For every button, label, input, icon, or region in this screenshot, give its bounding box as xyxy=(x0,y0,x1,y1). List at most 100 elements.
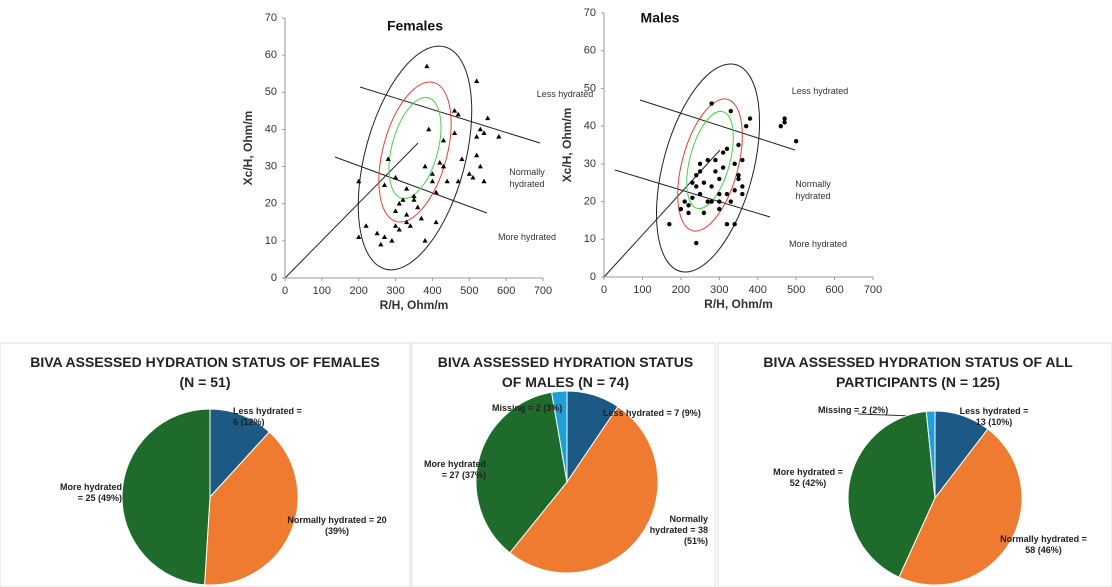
point xyxy=(466,171,472,176)
point xyxy=(720,150,726,155)
point xyxy=(701,210,707,216)
point xyxy=(404,186,410,191)
point xyxy=(433,189,439,195)
point xyxy=(422,163,428,169)
value-label: = 13 (10%) xyxy=(975,406,1029,427)
point xyxy=(694,172,699,178)
point xyxy=(374,230,380,236)
annotation: More hydrated xyxy=(497,232,557,242)
slice-name: More hydrated xyxy=(423,459,486,469)
point xyxy=(485,115,491,121)
point xyxy=(381,234,388,239)
point xyxy=(477,126,483,132)
point xyxy=(422,238,428,243)
point xyxy=(736,142,741,148)
ellipse-95 xyxy=(357,45,473,271)
point xyxy=(740,191,745,197)
y-tick-label: 40 xyxy=(584,120,596,132)
point xyxy=(474,152,480,158)
pie-label: More hydrated = 25 (49%) xyxy=(60,482,122,504)
point xyxy=(740,184,745,189)
chart-title: Males xyxy=(641,10,680,26)
point xyxy=(701,180,707,185)
panel xyxy=(0,342,411,587)
point xyxy=(451,108,458,113)
point xyxy=(415,204,421,210)
point xyxy=(396,200,402,206)
y-axis-title: Xc/H, Ohm/m xyxy=(560,108,574,183)
y-tick-label: 20 xyxy=(265,198,277,210)
point xyxy=(732,188,737,193)
point xyxy=(396,226,402,232)
point xyxy=(697,169,703,174)
point xyxy=(732,222,737,227)
point xyxy=(451,130,458,135)
point xyxy=(404,219,410,225)
pie-label: Less hydrated = 6 (12%) xyxy=(233,406,303,428)
y-tick-label: 0 xyxy=(590,271,596,283)
pie-label: Less hydrated = 13 (10%) xyxy=(958,406,1030,428)
value-label: = 25 (49%) xyxy=(77,493,122,503)
value-label: = 2 (3%) xyxy=(528,403,563,413)
point xyxy=(455,178,461,184)
point xyxy=(709,184,714,189)
pie-label: Normally hydrated = 58 (46%) xyxy=(996,534,1091,556)
pie-label: Less hydrated = 7 (9%) xyxy=(603,408,713,419)
point xyxy=(459,156,465,161)
pie-label: Missing = 2 (3%) xyxy=(492,403,582,414)
point xyxy=(717,206,722,212)
point xyxy=(385,156,391,161)
pie-slice xyxy=(209,408,270,499)
point xyxy=(697,161,703,167)
point xyxy=(728,108,734,114)
point xyxy=(392,223,399,228)
annotation: More hydrated xyxy=(788,239,848,249)
point xyxy=(694,240,699,246)
ellipse-50 xyxy=(686,110,734,210)
pie-slice xyxy=(898,428,1023,586)
point xyxy=(717,199,722,204)
point xyxy=(411,193,417,199)
point xyxy=(690,180,695,185)
y-tick-label: 60 xyxy=(265,49,277,61)
y-tick-label: 20 xyxy=(584,195,596,207)
y-axis-title: Xc/H, Ohm/m xyxy=(241,111,255,186)
pie-label: Normally hydrated = 20 (39%) xyxy=(282,515,392,537)
x-tick-label: 500 xyxy=(787,284,805,296)
point xyxy=(736,176,741,182)
pie-title: BIVA ASSESSED HYDRATION STATUS OF MALES … xyxy=(437,354,694,390)
point xyxy=(404,212,410,217)
point xyxy=(392,208,399,213)
slice-name: Normally hydrated xyxy=(1000,534,1080,544)
point xyxy=(496,134,502,139)
point xyxy=(713,157,718,163)
boundary-line xyxy=(614,169,771,218)
x-tick-label: 600 xyxy=(497,285,515,297)
pie-label: Normally hydrated = 38 (51%) xyxy=(640,514,708,547)
slice-name: Normally hydrated xyxy=(287,515,367,525)
pie-slice xyxy=(121,408,211,586)
x-tick-label: 400 xyxy=(749,284,767,296)
point xyxy=(433,219,439,225)
point xyxy=(709,199,714,204)
point xyxy=(437,160,443,165)
point xyxy=(743,123,749,129)
y-tick-label: 60 xyxy=(584,45,596,57)
y-tick-label: 70 xyxy=(584,7,596,19)
point xyxy=(481,130,487,135)
y-tick-label: 30 xyxy=(265,160,277,172)
value-label: = 27 (37%) xyxy=(441,470,486,480)
y-tick-label: 0 xyxy=(271,272,277,284)
point xyxy=(713,169,718,174)
point xyxy=(793,139,799,144)
pie-slice xyxy=(847,410,936,578)
ellipse-75 xyxy=(677,98,743,232)
point xyxy=(709,101,714,106)
point xyxy=(747,116,753,121)
point xyxy=(455,111,461,117)
x-tick-label: 300 xyxy=(710,284,728,296)
point xyxy=(470,174,476,180)
x-tick-label: 600 xyxy=(825,284,843,296)
pie-slice xyxy=(475,391,568,554)
